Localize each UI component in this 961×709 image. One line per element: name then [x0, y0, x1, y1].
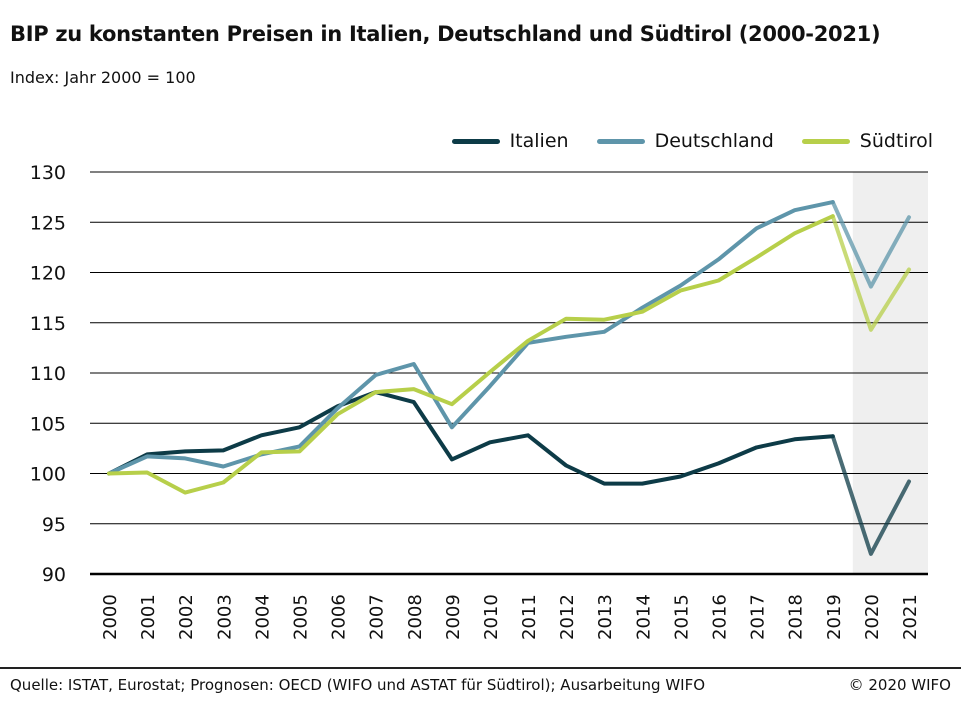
y-tick-label-105: 105 [30, 413, 66, 435]
legend-item-italien: Italien [451, 130, 569, 152]
x-tick-label-2007: 2007 [367, 594, 388, 640]
y-tick-label-110: 110 [30, 363, 66, 385]
legend-swatch-suedtirol [801, 138, 850, 144]
x-tick-label-2010: 2010 [481, 594, 502, 640]
y-tick-label-90: 90 [42, 564, 66, 586]
x-tick-label-2005: 2005 [291, 594, 312, 640]
x-tick-label-2006: 2006 [329, 594, 350, 640]
x-tick-label-2011: 2011 [519, 594, 540, 640]
chart-title: BIP zu konstanten Preisen in Italien, De… [10, 22, 881, 46]
legend-item-deutschland: Deutschland [596, 130, 774, 152]
x-tick-label-2003: 2003 [214, 594, 235, 640]
legend-label-deutschland: Deutschland [654, 130, 774, 152]
x-tick-label-2009: 2009 [443, 594, 464, 640]
y-tick-label-125: 125 [30, 212, 66, 234]
source-note: Quelle: ISTAT, Eurostat; Prognosen: OECD… [10, 676, 706, 694]
series-line-italien [107, 390, 835, 486]
series-forecast-line-deutschland [830, 200, 911, 289]
x-tick-label-2004: 2004 [252, 594, 273, 640]
legend-label-italien: Italien [509, 130, 569, 152]
x-tick-label-2019: 2019 [824, 594, 845, 640]
y-tick-label-95: 95 [42, 514, 66, 536]
x-tick-label-2020: 2020 [862, 594, 883, 640]
x-tick-label-2002: 2002 [176, 594, 197, 640]
chart-legend: Italien Deutschland Südtirol [451, 130, 933, 152]
y-tick-label-115: 115 [30, 313, 66, 335]
y-tick-label-130: 130 [30, 162, 66, 184]
x-tick-label-2012: 2012 [557, 594, 578, 640]
legend-swatch-italien [451, 138, 500, 144]
x-tick-label-2017: 2017 [748, 594, 769, 640]
x-tick-label-2018: 2018 [786, 594, 807, 640]
footer-divider [0, 667, 961, 669]
legend-item-suedtirol: Südtirol [801, 130, 933, 152]
y-tick-label-100: 100 [30, 464, 66, 486]
x-tick-label-2001: 2001 [138, 594, 159, 640]
x-tick-label-2015: 2015 [671, 594, 692, 640]
copyright-note: © 2020 WIFO [848, 676, 951, 694]
x-tick-label-2021: 2021 [900, 594, 921, 640]
legend-swatch-deutschland [596, 138, 645, 144]
y-tick-label-120: 120 [30, 263, 66, 285]
series-forecast-line-suedtirol [830, 214, 911, 332]
series-line-deutschland [107, 200, 835, 476]
chart-subtitle: Index: Jahr 2000 = 100 [10, 68, 196, 87]
x-tick-label-2014: 2014 [633, 594, 654, 640]
series-line-suedtirol [107, 214, 835, 495]
legend-label-suedtirol: Südtirol [859, 130, 933, 152]
x-tick-label-2016: 2016 [710, 594, 731, 640]
x-tick-label-2013: 2013 [595, 594, 616, 640]
x-tick-label-2008: 2008 [405, 594, 426, 640]
series-forecast-line-italien [830, 434, 911, 556]
x-tick-label-2000: 2000 [100, 594, 121, 640]
